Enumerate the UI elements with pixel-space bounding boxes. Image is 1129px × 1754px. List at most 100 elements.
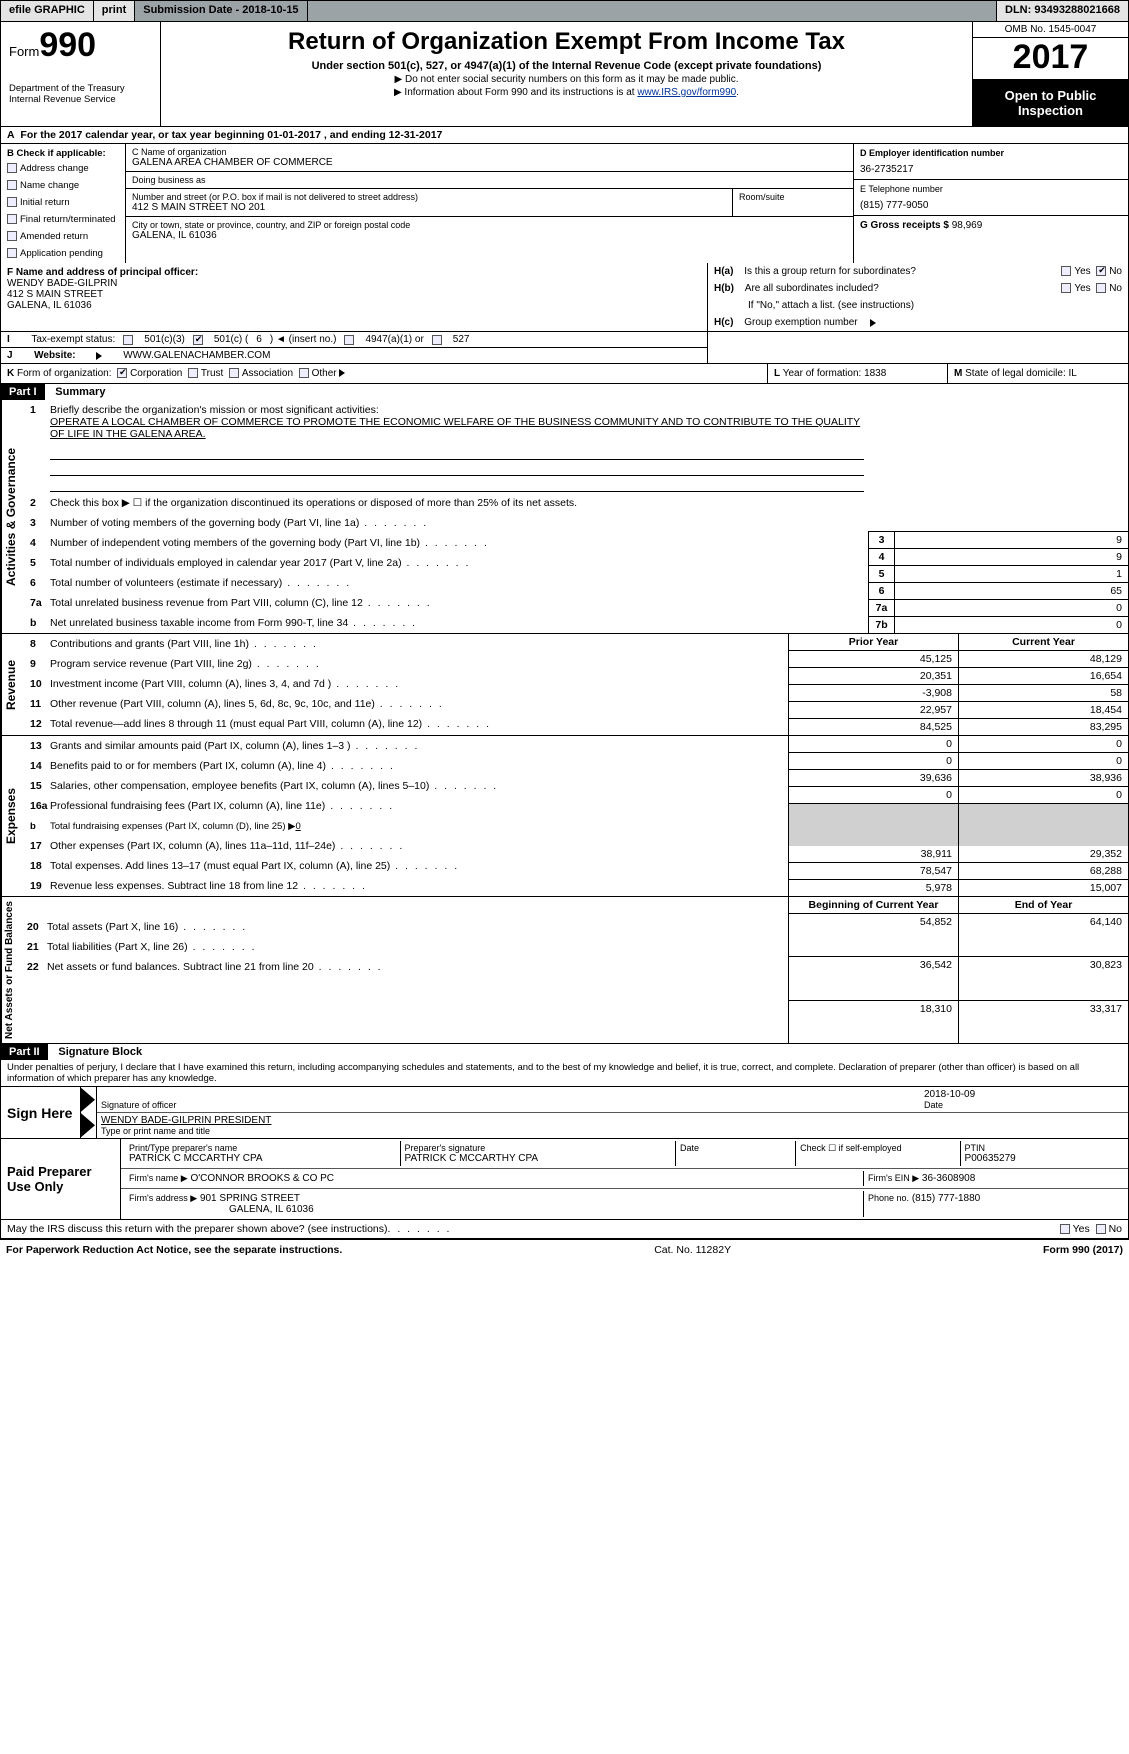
curr-9: 16,654 [958, 668, 1128, 684]
chk-527[interactable] [432, 335, 442, 345]
line-9: Program service revenue (Part VIII, line… [50, 658, 784, 670]
hb-no[interactable] [1096, 283, 1106, 293]
section-bcd: B Check if applicable: Address change Na… [0, 144, 1129, 263]
val-4: 9 [894, 549, 1128, 565]
row-k-form-org: K Form of organization: Corporation Trus… [1, 364, 768, 383]
prior-19: 5,978 [788, 880, 958, 896]
val-7b: 0 [894, 617, 1128, 633]
chk-corp[interactable] [117, 368, 127, 378]
ha-yes[interactable] [1061, 266, 1071, 276]
discuss-no[interactable] [1096, 1224, 1106, 1234]
prior-17: 38,911 [788, 846, 958, 862]
chk-address-change[interactable] [7, 163, 17, 173]
mission-block: Briefly describe the organization's miss… [50, 404, 864, 492]
page-footer: For Paperwork Reduction Act Notice, see … [0, 1239, 1129, 1260]
chk-4947[interactable] [344, 335, 354, 345]
discuss-yes[interactable] [1060, 1224, 1070, 1234]
row-a-taxyear: A For the 2017 calendar year, or tax yea… [0, 127, 1129, 144]
curr-8: 48,129 [958, 651, 1128, 667]
val-3: 9 [894, 532, 1128, 548]
line-20: Total assets (Part X, line 16) [47, 921, 784, 933]
bcy-21: 36,542 [788, 957, 958, 999]
prior-11: 22,957 [788, 702, 958, 718]
triangle-icon [81, 1113, 95, 1137]
eoy-21: 30,823 [958, 957, 1128, 999]
part2-tag: Part II [1, 1044, 48, 1060]
chk-other[interactable] [299, 368, 309, 378]
vert-label-netassets: Net Assets or Fund Balances [1, 897, 17, 1043]
form-header: Form990 Department of the Treasury Inter… [0, 22, 1129, 127]
line-13: Grants and similar amounts paid (Part IX… [50, 740, 784, 752]
vert-label-gov: Activities & Governance [1, 400, 20, 633]
curr-14: 0 [958, 753, 1128, 769]
dba-cell: Doing business as [126, 172, 853, 189]
part2-title: Signature Block [50, 1046, 142, 1058]
row-j-website: J Website: WWW.GALENACHAMBER.COM [1, 348, 707, 363]
curr-12: 83,295 [958, 719, 1128, 735]
prior-10: -3,908 [788, 685, 958, 701]
line-19: Revenue less expenses. Subtract line 18 … [50, 880, 784, 892]
h-b: H(b) Are all subordinates included? Yes … [708, 280, 1128, 297]
col-prior-year: Prior Year [788, 634, 958, 650]
line-16b: Total fundraising expenses (Part IX, col… [50, 821, 784, 832]
chk-assoc[interactable] [229, 368, 239, 378]
line-21: Total liabilities (Part X, line 26) [47, 941, 784, 953]
open-public: Open to PublicInspection [973, 80, 1128, 126]
line-7a: Total unrelated business revenue from Pa… [50, 597, 864, 609]
room-cell: Room/suite [733, 189, 853, 217]
line-22: Net assets or fund balances. Subtract li… [47, 961, 784, 973]
chk-final-return[interactable] [7, 214, 17, 224]
h-c: H(c) Group exemption number [708, 314, 1128, 331]
discuss-row: May the IRS discuss this return with the… [0, 1220, 1129, 1239]
arrow-icon [96, 352, 102, 360]
irs-link[interactable]: www.IRS.gov/form990 [637, 87, 736, 98]
prior-13: 0 [788, 736, 958, 752]
arrow-icon [870, 319, 876, 327]
part1-tag: Part I [1, 384, 45, 400]
curr-16a: 0 [958, 787, 1128, 803]
ha-no[interactable] [1096, 266, 1106, 276]
curr-17: 29,352 [958, 846, 1128, 862]
curr-11: 18,454 [958, 702, 1128, 718]
top-toolbar: efile GRAPHIC print Submission Date - 20… [0, 0, 1129, 22]
row-m-state: M State of legal domicile: IL [948, 364, 1128, 383]
prior-9: 20,351 [788, 668, 958, 684]
chk-trust[interactable] [188, 368, 198, 378]
dept-irs: Internal Revenue Service [9, 94, 152, 105]
chk-501c3[interactable] [123, 335, 133, 345]
vert-label-expenses: Expenses [1, 736, 20, 896]
street-cell: Number and street (or P.O. box if mail i… [126, 189, 733, 217]
prior-16a: 0 [788, 787, 958, 803]
col-beginning-year: Beginning of Current Year [788, 897, 958, 913]
chk-amended[interactable] [7, 231, 17, 241]
chk-app-pending[interactable] [7, 248, 17, 258]
h-a: H(a) Is this a group return for subordin… [708, 263, 1128, 280]
section-revenue: Revenue 8Contributions and grants (Part … [0, 634, 1129, 736]
line-6: Total number of volunteers (estimate if … [50, 577, 864, 589]
hb-yes[interactable] [1061, 283, 1071, 293]
gross-receipts: G Gross receipts $ 98,969 [854, 216, 1128, 235]
line-12: Total revenue—add lines 8 through 11 (mu… [50, 718, 784, 730]
prior-8: 45,125 [788, 651, 958, 667]
eoy-20: 64,140 [958, 914, 1128, 956]
efile-button[interactable]: efile GRAPHIC [1, 1, 94, 21]
paid-preparer-label: Paid Preparer Use Only [1, 1139, 121, 1219]
triangle-icon [81, 1088, 95, 1112]
prior-12: 84,525 [788, 719, 958, 735]
eoy-22: 33,317 [958, 1001, 1128, 1043]
prior-14: 0 [788, 753, 958, 769]
principal-officer: F Name and address of principal officer:… [1, 263, 708, 331]
val-5: 1 [894, 566, 1128, 582]
sign-here-label: Sign Here [1, 1087, 81, 1138]
line-5: Total number of individuals employed in … [50, 557, 864, 569]
col-current-year: Current Year [958, 634, 1128, 650]
section-fh: F Name and address of principal officer:… [0, 263, 1129, 332]
chk-name-change[interactable] [7, 180, 17, 190]
form-subtitle: Under section 501(c), 527, or 4947(a)(1)… [171, 60, 962, 72]
chk-initial-return[interactable] [7, 197, 17, 207]
section-expenses: Expenses 13Grants and similar amounts pa… [0, 736, 1129, 897]
line-11: Other revenue (Part VIII, column (A), li… [50, 698, 784, 710]
chk-501c[interactable] [193, 335, 203, 345]
print-button[interactable]: print [94, 1, 135, 21]
line-8: Contributions and grants (Part VIII, lin… [50, 638, 784, 650]
